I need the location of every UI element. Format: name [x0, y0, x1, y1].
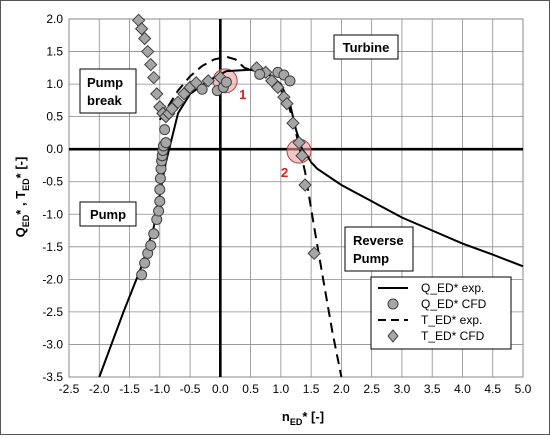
- y-tick-label: 1.5: [46, 45, 63, 59]
- y-axis-title-tail: * [-]: [13, 157, 28, 179]
- x-tick-label: 0.0: [212, 382, 229, 396]
- x-tick-label: -1.0: [149, 382, 170, 396]
- x-axis-title-sub: ED: [290, 417, 303, 427]
- data-point-t-cfd: [201, 74, 215, 88]
- y-axis-title: QED* , TED* [-]: [13, 157, 31, 238]
- data-point-q-cfd: [160, 137, 172, 149]
- x-tick-label: 0.5: [242, 382, 259, 396]
- region-label-pump-break: Pump break: [79, 68, 137, 114]
- x-tick-label: -2.5: [59, 382, 80, 396]
- data-point-t-cfd: [140, 44, 155, 59]
- legend-swatch-q-cfd: [387, 298, 399, 310]
- x-axis-title: nED* [-]: [282, 409, 324, 427]
- x-tick-label: 2.0: [333, 382, 350, 396]
- legend-label-t-cfd: T_ED* CFD: [421, 329, 485, 343]
- x-tick-label: 4.5: [484, 382, 501, 396]
- legend: Q_ED* exp. Q_ED* CFD T_ED* exp. T_ED* CF…: [370, 276, 512, 350]
- region-label-reverse-pump: Reverse Pump: [344, 226, 414, 272]
- data-point-q-cfd: [139, 257, 151, 269]
- data-point-t-cfd: [271, 80, 285, 95]
- x-tick-label: 3.5: [424, 382, 441, 396]
- y-tick-label: 0.0: [46, 142, 63, 156]
- x-tick-label: 1.0: [273, 382, 290, 396]
- operating-point-label: 2: [281, 165, 288, 180]
- y-tick-label: 1.0: [46, 77, 63, 91]
- data-point-q-cfd: [154, 184, 166, 196]
- x-tick-label: 4.0: [454, 382, 471, 396]
- y-tick-label: -2.5: [42, 305, 63, 319]
- data-point-q-cfd: [136, 269, 148, 281]
- x-axis-title-tail: * [-]: [302, 409, 324, 424]
- x-tick-label: -0.5: [180, 382, 201, 396]
- data-point-t-cfd: [150, 87, 164, 101]
- legend-swatch-t-cfd: [387, 329, 399, 343]
- x-tick-label: 2.5: [363, 382, 380, 396]
- y-axis-title-q: Q: [13, 227, 28, 237]
- data-point-q-cfd: [153, 205, 165, 217]
- region-label-turbine: Turbine: [333, 34, 399, 60]
- x-tick-label: -2.0: [89, 382, 110, 396]
- data-point-q-cfd: [284, 75, 296, 87]
- region-label-turbine-text: Turbine: [343, 40, 390, 55]
- data-point-t-cfd: [144, 57, 158, 72]
- x-tick-label: 3.0: [394, 382, 411, 396]
- data-point-q-cfd: [148, 228, 160, 240]
- y-tick-label: -3.5: [42, 370, 63, 384]
- y-tick-label: -3.0: [42, 337, 63, 351]
- data-point-t-cfd: [134, 22, 149, 36]
- data-point-t-cfd: [295, 148, 309, 163]
- data-point-q-cfd: [154, 172, 166, 184]
- y-tick-label: -1.0: [42, 207, 63, 221]
- y-tick-label: -0.5: [42, 175, 63, 189]
- label-layer: -2.5 -2.0 -1.5 -1.0 -0.5 0.0 0.5 1.0 1.5 2.0 2.5 3.…: [42, 12, 531, 396]
- data-point-q-cfd: [159, 124, 171, 136]
- data-point-t-cfd: [292, 135, 306, 150]
- y-tick-label: 2.0: [46, 12, 63, 26]
- y-tick-label: 0.5: [46, 110, 63, 124]
- legend-label-q-cfd: Q_ED* CFD: [421, 297, 487, 311]
- region-label-reverse-pump-line1: Reverse: [353, 233, 404, 248]
- x-tick-label: 5.0: [515, 382, 532, 396]
- data-point-t-cfd: [307, 246, 321, 261]
- x-tick-label: -1.5: [119, 382, 140, 396]
- data-point-q-cfd: [254, 68, 266, 80]
- region-label-reverse-pump-line2: Pump: [353, 251, 389, 266]
- y-tick-label: -2.0: [42, 272, 63, 286]
- legend-label-t-exp: T_ED* exp.: [421, 313, 482, 327]
- region-label-pump-break-line2: break: [87, 93, 122, 108]
- operating-point-label: 1: [239, 87, 246, 102]
- data-point-t-cfd: [280, 96, 294, 111]
- y-tick-label: -1.5: [42, 240, 63, 254]
- data-point-q-cfd: [196, 83, 208, 95]
- data-point-t-cfd: [171, 95, 185, 110]
- x-axis-title-main: n: [282, 409, 290, 424]
- data-point-t-cfd: [189, 76, 203, 90]
- data-point-q-cfd: [145, 240, 157, 252]
- region-label-pump-break-line1: Pump: [87, 75, 123, 90]
- region-label-pump-text: Pump: [90, 207, 126, 222]
- data-point-t-cfd: [298, 178, 312, 192]
- grid-layer: [68, 18, 524, 378]
- data-point-q-cfd: [154, 195, 166, 207]
- data-point-t-cfd: [286, 116, 300, 130]
- region-label-pump: Pump: [79, 201, 137, 227]
- y-axis-title-mid: * , T: [13, 191, 28, 215]
- legend-label-q-exp: Q_ED* exp.: [421, 281, 484, 295]
- series-layer: [98, 13, 524, 378]
- data-point-q-cfd: [220, 76, 232, 88]
- y-axis-title-q-sub: ED: [21, 214, 31, 227]
- data-point-t-cfd: [147, 70, 161, 85]
- y-axis-title-t-sub: ED: [21, 178, 31, 191]
- x-tick-label: 1.5: [303, 382, 320, 396]
- data-point-t-cfd: [137, 31, 152, 46]
